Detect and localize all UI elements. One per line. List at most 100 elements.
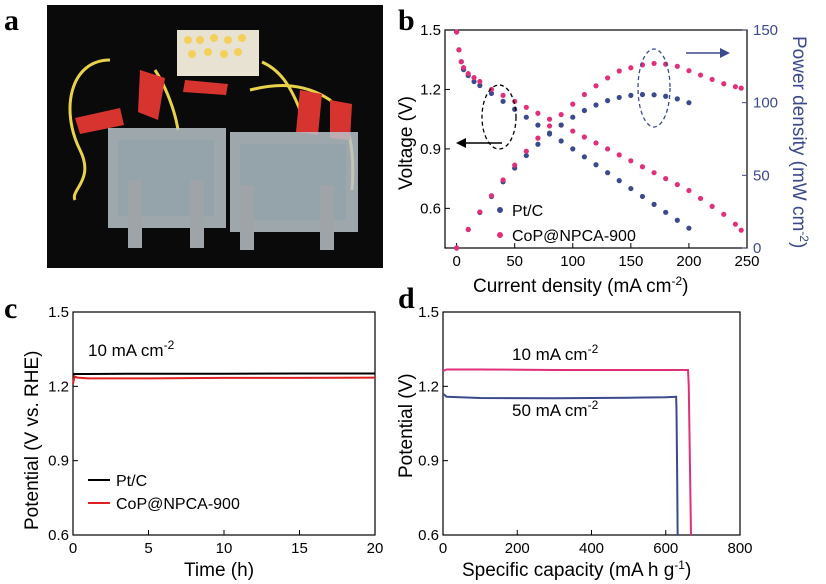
data-point: [663, 93, 669, 99]
data-point: [605, 75, 611, 81]
data-point: [471, 78, 477, 85]
data-point: [628, 158, 634, 164]
data-point: [500, 177, 506, 183]
x-tick-label: 150: [618, 253, 643, 270]
data-point: [460, 65, 467, 71]
x-tick-label: 15: [291, 540, 308, 557]
x-axis-label-end: ): [685, 560, 691, 581]
annotation-text: 10 mA cm: [512, 345, 588, 364]
led: [220, 50, 228, 58]
alligator-clip: [296, 90, 322, 135]
data-point: [651, 201, 657, 207]
wire: [68, 58, 111, 201]
photo-cell-left: [108, 128, 226, 248]
data-point: [546, 116, 553, 122]
data-point: [738, 85, 744, 91]
data-point: [535, 135, 541, 141]
power-curve-highlight: [637, 48, 671, 128]
x-tick-label: 0: [69, 540, 77, 557]
data-point: [593, 102, 599, 108]
y-axis-label-b: Voltage (V): [396, 96, 417, 190]
data-point: [465, 226, 471, 232]
y2-axis-label-sup: -2: [797, 231, 811, 242]
data-point: [697, 72, 704, 78]
data-point: [686, 68, 692, 74]
led: [184, 36, 192, 44]
data-point: [558, 122, 564, 128]
data-point: [488, 193, 495, 199]
data-point: [581, 154, 587, 160]
series-line: [72, 372, 375, 376]
x-tick-label: 50: [506, 253, 523, 270]
photo-cell-right: [230, 132, 358, 250]
data-point: [570, 146, 576, 152]
data-point: [570, 101, 576, 107]
annotation-sup: -2: [164, 338, 175, 352]
data-point: [628, 185, 634, 192]
data-point: [628, 92, 634, 98]
data-point: [523, 104, 529, 110]
axis-ticks: 0 50 100 150 200 250 0.6 0.9 1.2 1.5 0 50 100 150: [420, 22, 778, 270]
data-point: [535, 141, 541, 147]
data-point: [523, 148, 529, 154]
photo-clips: [75, 70, 352, 140]
y-tick-label: 1.2: [418, 378, 439, 395]
data-point: [593, 140, 599, 146]
data-point: [546, 123, 553, 129]
x-tick-label: 200: [505, 540, 530, 557]
alligator-clip: [330, 100, 352, 140]
data-point: [605, 98, 611, 104]
data-point: [686, 187, 692, 194]
x-tick-label: 250: [734, 253, 759, 270]
current-density-annotation-c: 10 mA cm-2: [88, 338, 175, 360]
series-line: [442, 392, 679, 536]
data-point: [697, 195, 704, 202]
wire: [261, 60, 302, 111]
alligator-clip: [183, 80, 228, 95]
data-point: [651, 60, 657, 67]
data-point: [523, 152, 529, 159]
bolt: [320, 185, 334, 250]
arrow-head: [720, 48, 730, 58]
annotation-text: 50 mA cm: [512, 401, 588, 420]
y-tick-label: 0.9: [418, 453, 439, 470]
data-point: [570, 128, 576, 134]
x-tick-label: 800: [727, 540, 752, 557]
annotation-text: 10 mA cm: [88, 341, 164, 360]
annotation-10ma: 10 mA cm-2: [512, 342, 599, 364]
data-point: [477, 78, 483, 85]
data-point: [674, 96, 680, 102]
data-point: [674, 63, 680, 69]
x-tick-label: 20: [367, 540, 384, 557]
data-point: [639, 164, 646, 170]
arrow-left: [456, 138, 502, 148]
legend-c: Pt/C CoP@NPCA-900: [88, 473, 240, 513]
data-point: [500, 98, 506, 104]
data-point: [721, 211, 727, 217]
x-tick-label: 0: [452, 253, 460, 270]
axis-ticks: 0 5 10 15 20 0.6 0.9 1.2 1.5: [48, 304, 383, 557]
data-lines: [442, 368, 692, 536]
annotation-50ma: 50 mA cm-2: [512, 398, 599, 420]
y-tick-label: 0.6: [420, 200, 441, 217]
bolt: [240, 185, 254, 250]
data-point: [616, 178, 622, 184]
x-tick-label: 5: [144, 540, 152, 557]
data-point: [686, 100, 692, 106]
data-point: [732, 84, 738, 90]
data-point: [488, 90, 495, 97]
y2-axis-label-end: ): [788, 242, 809, 248]
arrow-head: [456, 138, 466, 148]
data-point: [663, 209, 669, 215]
data-point: [471, 74, 477, 81]
x-axis-label-b: Current density (mA cm-2): [473, 274, 689, 297]
x-tick-label: 600: [653, 540, 678, 557]
alligator-clip: [75, 108, 124, 134]
voltage-curve-highlight: [481, 84, 517, 150]
panel-a: a: [4, 4, 383, 268]
data-point: [738, 227, 744, 233]
data-point: [605, 170, 611, 176]
data-point: [558, 111, 564, 118]
data-point: [523, 114, 529, 120]
